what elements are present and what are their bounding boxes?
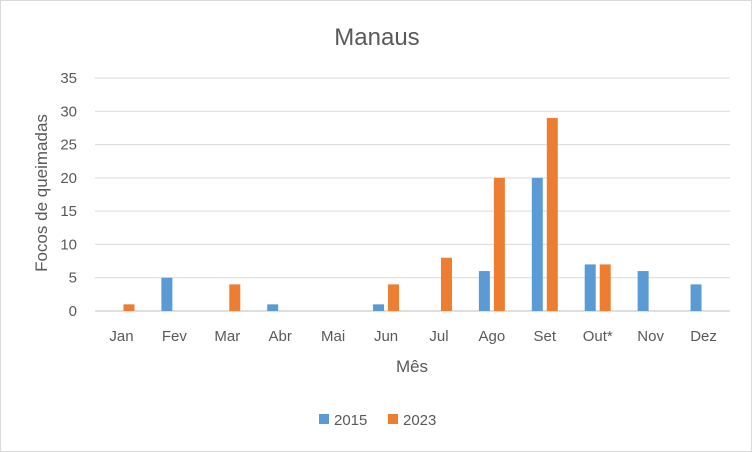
x-tick-label: Abr (269, 328, 292, 345)
bar-2015-ago (478, 271, 490, 311)
bar-2023-set (546, 117, 558, 311)
y-tick-label: 35 (60, 70, 77, 87)
x-tick-label: Out* (583, 328, 613, 345)
y-tick-label: 20 (60, 170, 77, 187)
bar-2015-dez (690, 284, 702, 311)
x-tick-label: Set (534, 328, 557, 345)
y-tick-label: 5 (69, 270, 77, 287)
bar-2015-nov (637, 271, 649, 311)
legend-label-2015: 2015 (334, 412, 367, 429)
legend: 2015 2023 (319, 412, 436, 429)
bar-2015-set (531, 177, 543, 311)
y-axis-ticks: 0 5 10 15 20 25 30 35 (60, 70, 77, 320)
y-tick-label: 10 (60, 236, 77, 253)
x-tick-label: Fev (162, 328, 188, 345)
gridlines (95, 77, 730, 312)
bar-2023-mar (229, 284, 241, 311)
bar-2023-jan (123, 304, 135, 311)
legend-label-2023: 2023 (403, 412, 436, 429)
x-axis-ticks: Jan Fev Mar Abr Mai Jun Jul Ago Set Out* Nov Dez (109, 328, 717, 345)
x-tick-label: Mar (214, 328, 240, 345)
y-tick-label: 0 (69, 303, 77, 320)
x-tick-label: Jun (374, 328, 398, 345)
bar-2023-jun (388, 284, 400, 311)
bar-2023-out (599, 264, 611, 311)
y-tick-label: 15 (60, 203, 77, 220)
x-tick-label: Jul (429, 328, 448, 345)
bars (123, 117, 702, 311)
chart-title: Manaus (334, 24, 419, 51)
bar-2015-jun (373, 304, 385, 311)
y-tick-label: 25 (60, 137, 77, 154)
x-tick-label: Dez (690, 328, 717, 345)
bar-2023-ago (493, 177, 505, 311)
bar-2015-fev (161, 277, 173, 311)
legend-swatch-2015 (319, 414, 329, 424)
y-axis-label: Focos de queimadas (32, 114, 51, 272)
bar-2015-abr (267, 304, 279, 311)
legend-swatch-2023 (388, 414, 398, 424)
x-tick-label: Mai (321, 328, 345, 345)
x-tick-label: Nov (637, 328, 664, 345)
y-tick-label: 30 (60, 103, 77, 120)
x-axis-label: Mês (396, 357, 428, 376)
bar-2023-jul (440, 257, 452, 311)
x-tick-label: Jan (109, 328, 133, 345)
bar-2015-out (584, 264, 596, 311)
x-tick-label: Ago (479, 328, 506, 345)
